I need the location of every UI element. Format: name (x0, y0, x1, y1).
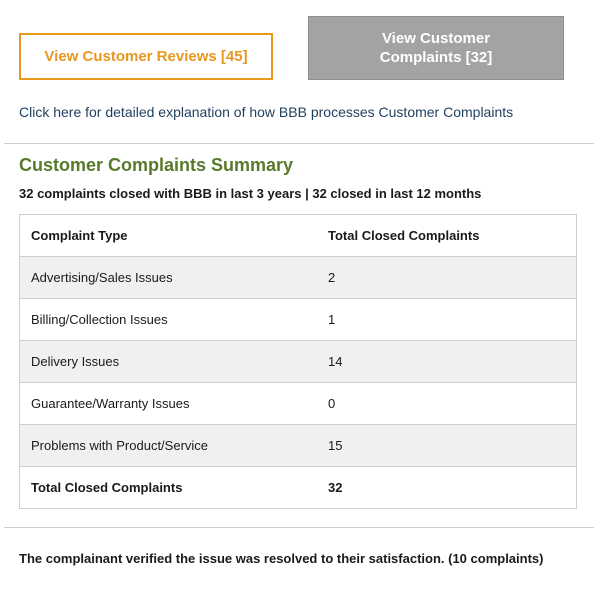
view-customer-complaints-label: View Customer Complaints [32] (379, 30, 493, 66)
complaint-count-cell: 0 (317, 382, 577, 425)
complaint-type-cell: Guarantee/Warranty Issues (19, 382, 317, 425)
table-row: Problems with Product/Service 15 (19, 424, 577, 467)
table-row: Delivery Issues 14 (19, 340, 577, 383)
total-label-cell: Total Closed Complaints (19, 466, 317, 509)
complaint-type-cell: Delivery Issues (19, 340, 317, 383)
view-customer-reviews-button[interactable]: View Customer Reviews [45] (19, 33, 273, 80)
complaint-count-cell: 14 (317, 340, 577, 383)
section-divider-bottom (4, 527, 594, 528)
complaint-count-cell: 15 (317, 424, 577, 467)
complaint-type-cell: Problems with Product/Service (19, 424, 317, 467)
header-complaint-type: Complaint Type (19, 214, 317, 257)
complaint-type-cell: Advertising/Sales Issues (19, 256, 317, 299)
header-total-closed: Total Closed Complaints (317, 214, 577, 257)
summary-subtitle: 32 complaints closed with BBB in last 3 … (19, 186, 482, 201)
table-header-row: Complaint Type Total Closed Complaints (19, 214, 577, 257)
resolution-note: The complainant verified the issue was r… (19, 551, 544, 566)
section-divider-top (4, 143, 594, 144)
complaints-explanation-link[interactable]: Click here for detailed explanation of h… (19, 104, 514, 120)
view-customer-complaints-button[interactable]: View Customer Complaints [32] (308, 16, 564, 80)
complaint-type-cell: Billing/Collection Issues (19, 298, 317, 341)
complaint-count-cell: 2 (317, 256, 577, 299)
table-row: Billing/Collection Issues 1 (19, 298, 577, 341)
table-total-row: Total Closed Complaints 32 (19, 466, 577, 509)
complaints-table: Complaint Type Total Closed Complaints A… (19, 214, 577, 509)
total-count-cell: 32 (317, 466, 577, 509)
table-row: Advertising/Sales Issues 2 (19, 256, 577, 299)
table-row: Guarantee/Warranty Issues 0 (19, 382, 577, 425)
complaint-count-cell: 1 (317, 298, 577, 341)
summary-title: Customer Complaints Summary (19, 155, 294, 175)
